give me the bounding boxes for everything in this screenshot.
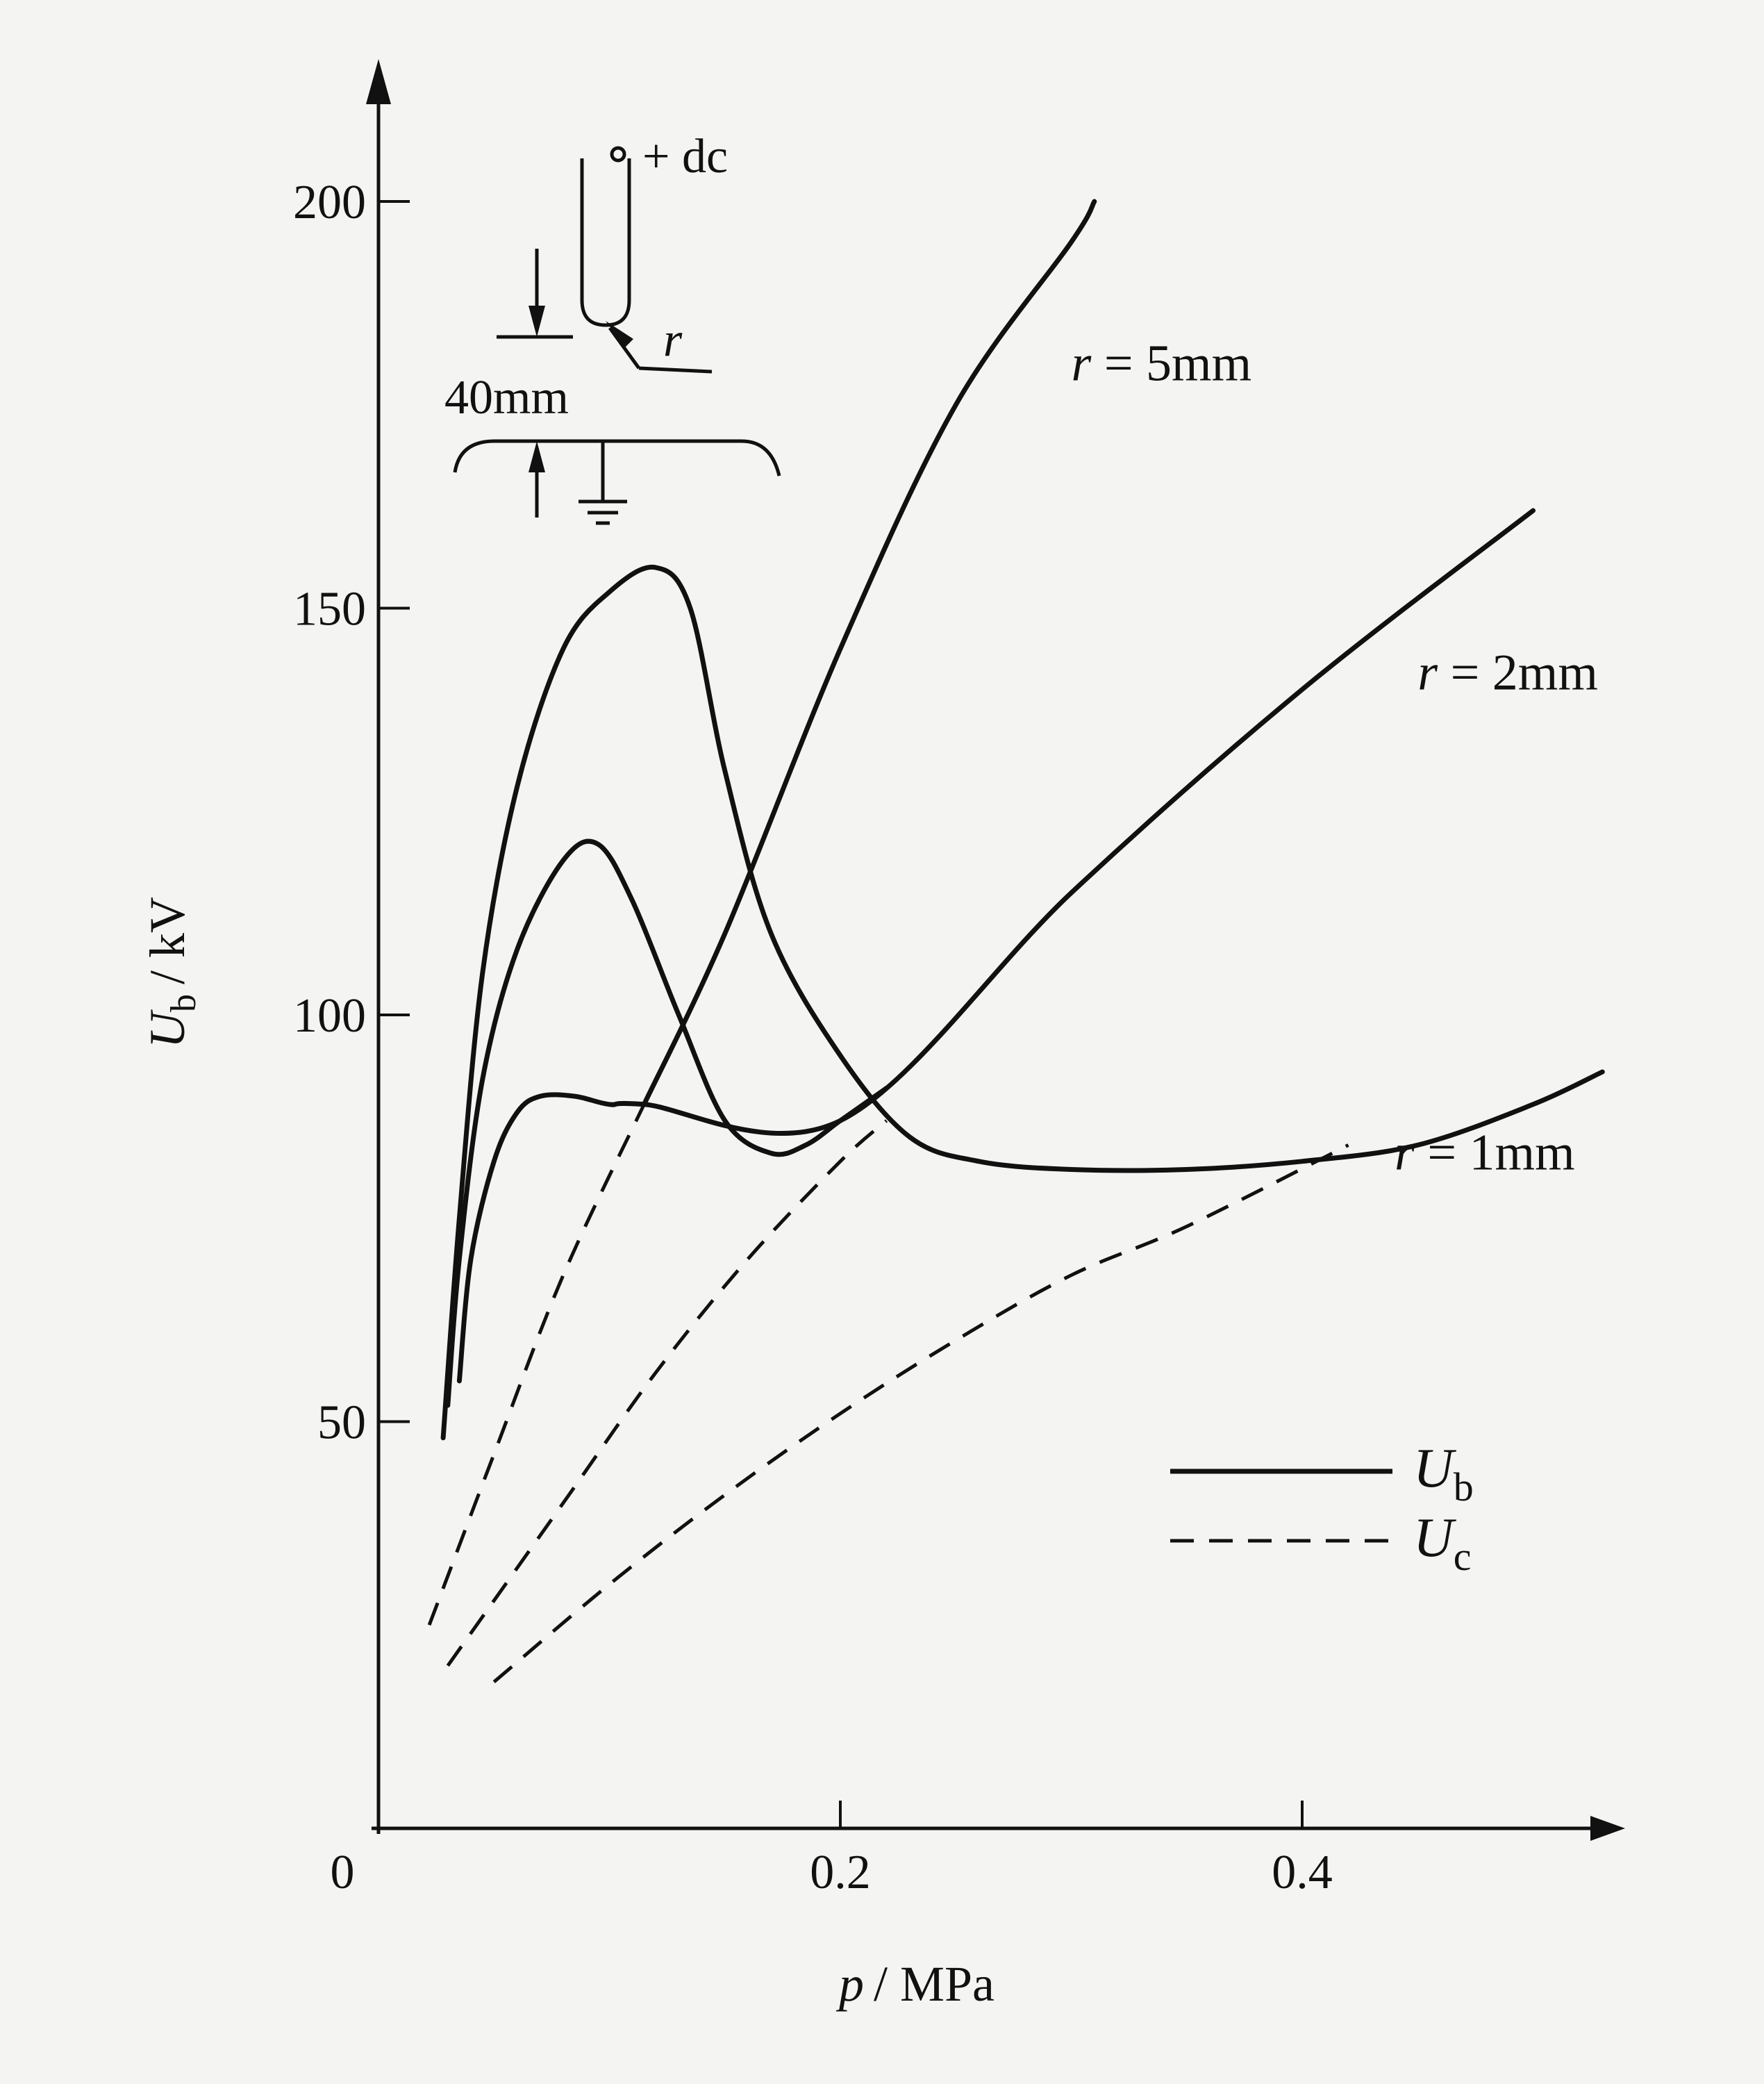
- y-tick-label-200: 200: [293, 176, 366, 229]
- curve-label-0: r = 5mm: [1072, 336, 1252, 392]
- y-axis-unit: / kV: [140, 897, 195, 984]
- axes: [366, 59, 1625, 1841]
- legend-label-ub: Ub: [1413, 1438, 1474, 1510]
- series-line-ub-3: [641, 199, 1097, 1107]
- x-axis-unit: / MPa: [874, 1956, 995, 2012]
- x-axis-title: p / MPa: [835, 1956, 995, 2012]
- x-tick-label-0.2: 0.2: [810, 1846, 871, 1899]
- curve-label-2: r = 1mm: [1395, 1124, 1575, 1181]
- y-tick-label-50: 50: [317, 1396, 366, 1450]
- tick-marks: [378, 200, 1304, 1828]
- inset-radius-label: r: [663, 313, 683, 367]
- series-line-uc-6: [492, 1143, 1349, 1684]
- electrode-terminal: [610, 146, 626, 163]
- series-line-uc-5: [446, 1119, 888, 1667]
- curve-label-1: r = 2mm: [1417, 645, 1598, 702]
- x-axis-var: p: [835, 1956, 864, 2012]
- series-line-ub-2: [440, 564, 1605, 1441]
- plane-electrode: [453, 439, 781, 477]
- y-axis-title: Ub / kV: [140, 897, 203, 1048]
- radius-leader-line: [638, 366, 713, 374]
- inset-gap-label: 40mm: [444, 371, 569, 424]
- origin-label: 0: [331, 1846, 355, 1899]
- radius-pointer-line: [608, 326, 641, 370]
- y-axis-sub: b: [164, 994, 203, 1012]
- x-tick-label-0.4: 0.4: [1272, 1846, 1333, 1899]
- y-axis-arrow: [366, 59, 391, 104]
- rod-electrode: [580, 158, 631, 327]
- series-line-ub-0: [445, 838, 889, 1408]
- series-layer: [427, 199, 1605, 1684]
- y-axis-var: U: [140, 1009, 195, 1048]
- x-axis-arrow: [1590, 1816, 1625, 1841]
- legend: Ub Uc: [1170, 1438, 1474, 1579]
- y-tick-label-150: 150: [293, 583, 366, 636]
- series-line-uc-4: [427, 1103, 646, 1626]
- legend-label-uc: Uc: [1413, 1507, 1472, 1579]
- y-tick-label-100: 100: [293, 989, 366, 1043]
- gap-arrow-top-head: [529, 306, 545, 337]
- curve-labels: r = 5mm r = 2mm r = 1mm: [1072, 336, 1598, 1182]
- tick-labels: 50 100 150 200 0.2 0.4: [293, 176, 1333, 1899]
- radius-pointer-arrow: [606, 321, 633, 347]
- series-line-ub-1: [456, 508, 1536, 1384]
- gap-arrow-bottom-head: [529, 441, 545, 472]
- inset-supply-label: + dc: [642, 130, 728, 183]
- electrode-inset-diagram: [453, 146, 781, 525]
